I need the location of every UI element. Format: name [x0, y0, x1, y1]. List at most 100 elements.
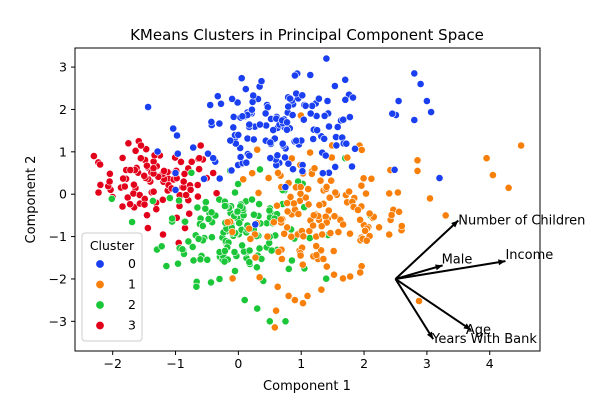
cluster-2-point — [203, 255, 212, 264]
cluster-2-point — [255, 200, 263, 208]
legend-marker-3 — [95, 320, 105, 330]
cluster-1-point — [255, 273, 264, 282]
cluster-0-point — [320, 112, 329, 120]
cluster-2-point — [174, 259, 182, 268]
cluster-1-point — [251, 253, 260, 262]
cluster-1-point — [488, 171, 497, 179]
cluster-0-point — [233, 98, 242, 107]
x-tick-label: 0 — [234, 356, 242, 371]
cluster-0-point — [215, 119, 224, 128]
cluster-3-point — [96, 160, 104, 169]
cluster-3-point — [186, 185, 195, 194]
cluster-1-point — [322, 182, 331, 191]
cluster-0-point — [215, 174, 224, 183]
legend-marker-1 — [95, 279, 105, 289]
cluster-1-point — [269, 218, 278, 227]
cluster-1-point — [339, 274, 347, 283]
cluster-0-point — [173, 131, 181, 140]
cluster-3-point — [159, 230, 167, 239]
cluster-2-point — [284, 264, 293, 273]
cluster-1-point — [356, 268, 365, 277]
cluster-1-point — [296, 251, 305, 260]
cluster-0-point — [309, 135, 318, 143]
cluster-1-point — [346, 272, 355, 281]
cluster-2-point — [281, 317, 290, 326]
cluster-1-point — [223, 218, 232, 227]
cluster-1-point — [309, 221, 317, 230]
cluster-1-point — [339, 220, 347, 229]
cluster-0-point — [228, 95, 236, 103]
loading-label-age: Age — [466, 323, 491, 338]
cluster-2-point — [178, 245, 187, 254]
cluster-2-point — [165, 194, 174, 202]
cluster-1-point — [317, 246, 325, 255]
cluster-3-point — [140, 200, 149, 209]
cluster-0-point — [206, 101, 215, 109]
cluster-3-point — [158, 195, 167, 204]
cluster-1-point — [263, 232, 272, 241]
cluster-0-point — [394, 97, 403, 105]
cluster-2-point — [265, 317, 274, 326]
cluster-0-point — [281, 153, 289, 162]
chart-title: KMeans Clusters in Principal Component S… — [130, 26, 484, 44]
cluster-0-point — [245, 151, 254, 160]
cluster-1-point — [283, 223, 291, 232]
cluster-0-point — [249, 135, 258, 144]
cluster-1-point — [228, 227, 237, 236]
cluster-3-point — [180, 169, 189, 178]
cluster-1-point — [362, 236, 371, 245]
cluster-1-point — [395, 207, 403, 216]
cluster-1-point — [315, 201, 324, 209]
cluster-2-point — [231, 188, 239, 197]
cluster-1-point — [228, 274, 237, 283]
cluster-0-point — [226, 136, 235, 145]
cluster-0-point — [290, 71, 299, 80]
cluster-1-point — [294, 210, 303, 218]
legend-entries: 0 1 2 3 — [95, 256, 136, 333]
cluster-3-point — [129, 180, 138, 189]
cluster-1-point — [330, 212, 339, 221]
cluster-1-point — [375, 223, 383, 232]
cluster-0-point — [204, 149, 212, 158]
y-tick-label: −1 — [49, 229, 67, 244]
cluster-3-point — [136, 154, 145, 163]
cluster-3-point — [137, 141, 145, 150]
cluster-0-point — [320, 134, 329, 143]
cluster-3-point — [142, 161, 151, 170]
cluster-1-point — [346, 229, 354, 238]
cluster-1-point — [299, 232, 308, 241]
x-axis-label: Component 1 — [263, 379, 351, 394]
cluster-0-point — [299, 115, 308, 124]
cluster-0-point — [330, 82, 339, 90]
cluster-2-point — [189, 256, 198, 265]
cluster-1-point — [304, 200, 313, 209]
cluster-1-point — [296, 189, 305, 198]
legend-box — [81, 232, 143, 342]
cluster-1-point — [274, 168, 282, 177]
cluster-1-point — [303, 291, 312, 300]
cluster-1-point — [357, 145, 366, 154]
cluster-1-point — [330, 270, 338, 279]
cluster-2-point — [256, 165, 264, 174]
cluster-1-point — [280, 229, 289, 238]
cluster-3-point — [140, 171, 149, 180]
cluster-0-point — [229, 123, 238, 132]
cluster-2-point — [192, 282, 201, 291]
cluster-1-point — [413, 156, 422, 165]
cluster-0-point — [313, 126, 321, 135]
loading-arrowhead-male — [435, 264, 443, 271]
cluster-3-point — [96, 180, 105, 189]
cluster-2-point — [305, 234, 314, 242]
x-tick-label: 3 — [423, 356, 431, 371]
cluster-0-point — [286, 94, 294, 103]
cluster-1-point — [325, 193, 334, 202]
cluster-1-point — [385, 189, 394, 198]
y-tick-label: 3 — [59, 60, 67, 75]
y-tick-label: 0 — [59, 187, 67, 202]
cluster-0-point — [390, 165, 399, 174]
cluster-3-point — [120, 182, 129, 191]
axes-layer: −2 −1 0 1 2 3 4 −3 −2 −1 0 1 2 3 — [49, 60, 494, 371]
cluster-2-point — [252, 263, 261, 272]
loading-label-years-with-bank: Years With Bank — [431, 332, 537, 347]
y-tick-label: 2 — [59, 102, 67, 117]
